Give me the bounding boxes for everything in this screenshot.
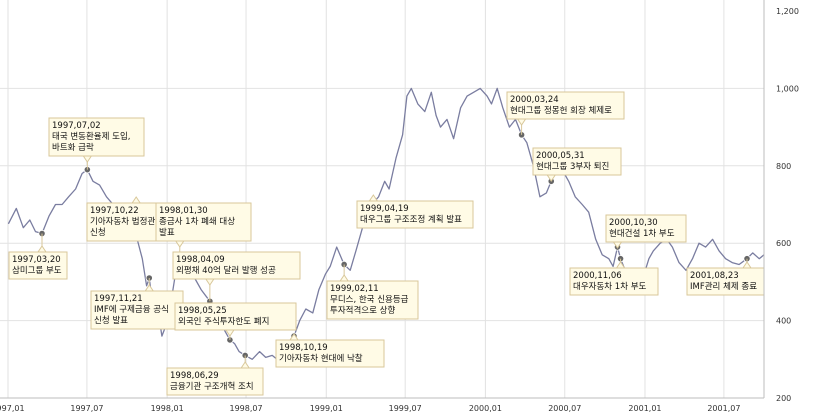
- x-tick-label: 2001,07: [707, 404, 740, 413]
- annotation-box: [506, 91, 625, 120]
- annotation-box: [8, 251, 68, 280]
- annotation-label: 기아자동차 현대에 낙찰: [279, 353, 363, 364]
- annotation-date: 1997,11,21: [94, 294, 143, 304]
- x-tick-label: 2001,01: [628, 404, 661, 413]
- annotation-label: 외평채 40억 달러 발행 성공: [176, 265, 276, 276]
- annotation-date: 2001,08,23: [690, 271, 739, 281]
- annotation-label: 금융기관 구조개혁 조치: [170, 381, 254, 392]
- annotation-date: 2000,03,24: [510, 95, 559, 105]
- annotation-date: 1997,03,20: [12, 255, 61, 265]
- annotation-box: [48, 117, 145, 157]
- annotation-date: 2000,05,31: [536, 151, 585, 161]
- y-tick-label: 1,000: [776, 84, 799, 93]
- annotation-label: 투자적격으로 상향: [330, 305, 395, 316]
- annotation-label: 외국인 주식투자한도 폐지: [178, 316, 269, 327]
- axes: 200 400 600 800 1,000 1,200 1997,01 1997,07 1998…: [0, 0, 799, 413]
- annotation-box: [326, 280, 419, 320]
- annotation-box: [155, 202, 252, 242]
- y-tick-label: 1,200: [776, 7, 799, 16]
- annotation-label: 대우그룹 구조조정 계획 발표: [360, 214, 462, 225]
- annotation-label: 신청 발표: [94, 315, 128, 326]
- x-tick-label: 1997,01: [0, 404, 25, 413]
- annotation-date: 1998,06,29: [170, 371, 219, 381]
- x-tick-label: 1999,01: [310, 404, 343, 413]
- annotation-box: [166, 367, 264, 396]
- annotation-box: [569, 267, 659, 296]
- annotation-box: [90, 290, 184, 330]
- x-tick-label: 2000,01: [469, 404, 502, 413]
- annotation-label: 무디스, 한국 신용등급: [330, 295, 409, 305]
- y-tick-label: 800: [776, 162, 791, 171]
- annotation-date: 1999,02,11: [330, 284, 379, 294]
- annotation-box: [174, 302, 297, 331]
- x-tick-label: 1998,01: [151, 404, 184, 413]
- annotation-label: 종금사 1차 폐쇄 대상: [159, 216, 235, 227]
- annotation-box: [686, 267, 765, 296]
- x-tick-label: 1997,07: [70, 404, 103, 413]
- annotation-date: 2000,10,30: [609, 218, 658, 228]
- annotation-label: 태국 변동환율제 도입,: [52, 131, 131, 142]
- annotation-label: 현대그룹 정몽헌 회장 체제로: [510, 105, 612, 116]
- y-tick-label: 600: [776, 239, 791, 248]
- annotation-date: 1998,05,25: [178, 306, 227, 316]
- annotation-label: 대우자동차 1차 부도: [573, 282, 647, 292]
- annotation-label: 발표: [159, 227, 175, 238]
- y-tick-label: 400: [776, 317, 791, 326]
- annotation-label: 삼미그룹 부도: [12, 265, 62, 276]
- annotation-box: [532, 147, 622, 176]
- annotation-date: 2000,11,06: [573, 271, 622, 281]
- annotation-box: [356, 200, 474, 229]
- annotation-label: 신청: [90, 228, 106, 238]
- annotation-date: 1997,10,22: [90, 206, 139, 216]
- annotation-date: 1997,07,02: [52, 121, 101, 131]
- annotation-date: 1998,04,09: [176, 255, 225, 265]
- annotation-date: 1999,04,19: [360, 204, 409, 214]
- annotation-label: 현대건설 1차 부도: [609, 228, 675, 239]
- annotation-date: 1998,10,19: [279, 343, 328, 353]
- annotation-label: IMF에 구제금융 공식: [94, 305, 169, 315]
- annotation-label: 현대그룹 3부자 퇴진: [536, 161, 609, 172]
- annotation-box: [605, 214, 687, 243]
- x-tick-label: 1999,07: [389, 404, 422, 413]
- annotation-label: IMF관리 체제 종료: [690, 281, 757, 292]
- x-tick-label: 2000,07: [548, 404, 581, 413]
- annotation-box: [275, 339, 385, 368]
- annotation-label: 바트화 급락: [52, 142, 94, 153]
- annotation-date: 1998,01,30: [159, 206, 208, 216]
- y-tick-label: 200: [776, 394, 791, 403]
- x-tick-label: 1998,07: [230, 404, 263, 413]
- annotation-label: 기아자동차 법정관리: [90, 216, 163, 227]
- annotation-box: [172, 251, 301, 280]
- grid: [0, 0, 764, 398]
